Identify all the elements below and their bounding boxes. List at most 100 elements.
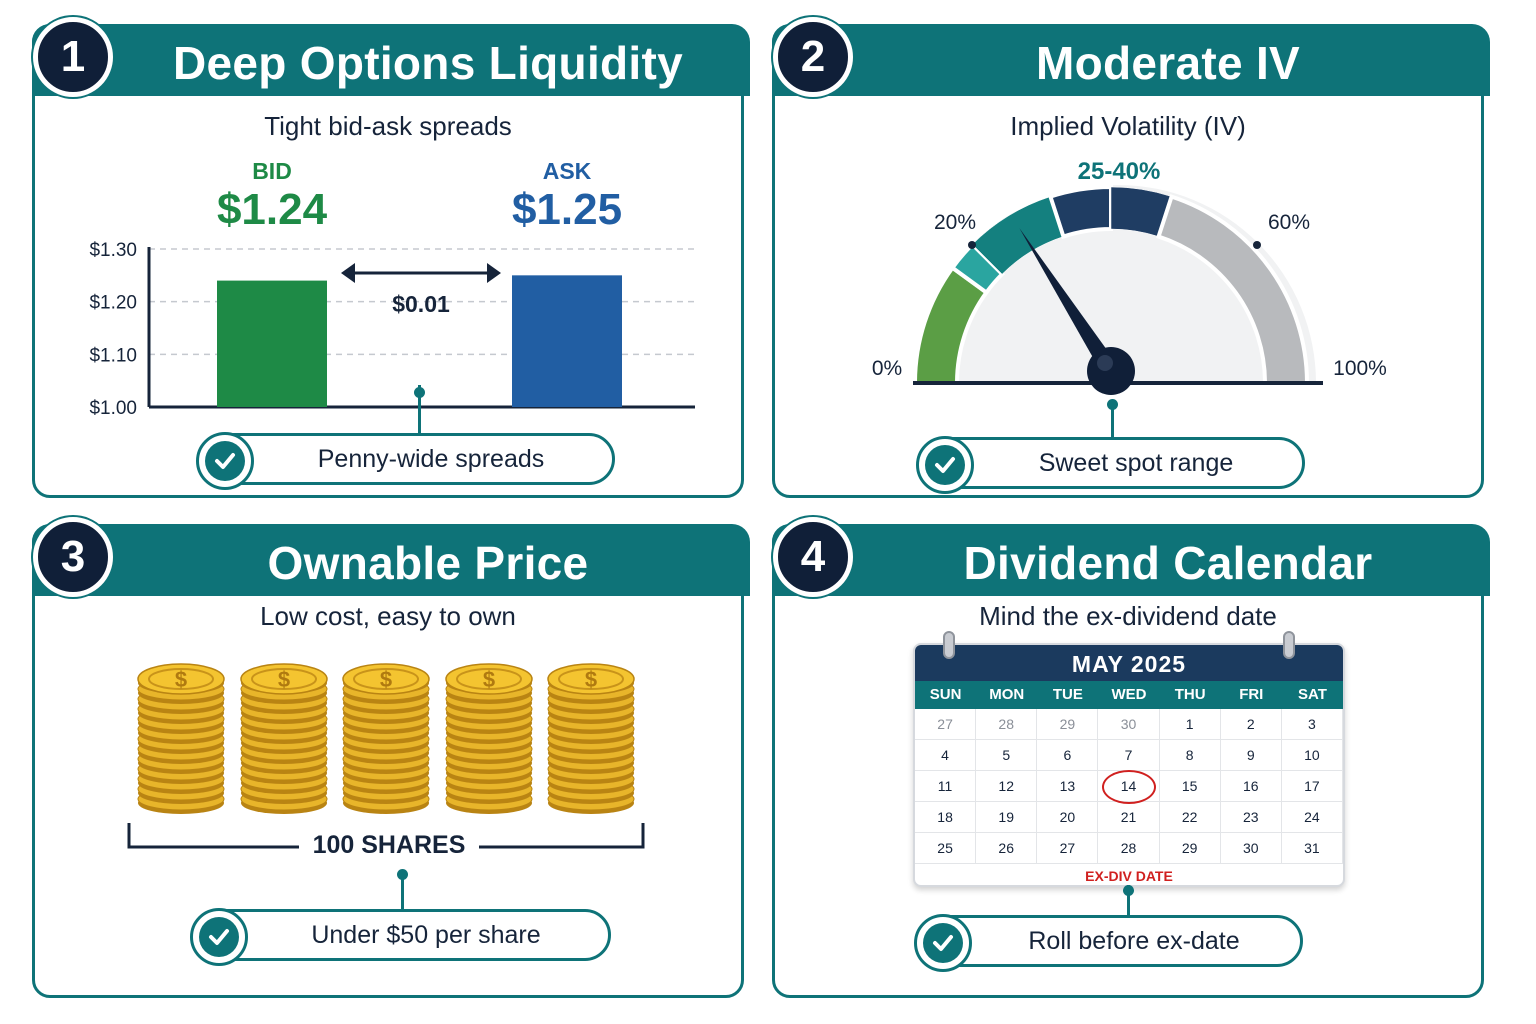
calendar-date-cell: 28 [976, 709, 1038, 740]
dollar-sign-icon: $ [278, 667, 290, 692]
panel-subtitle: Implied Volatility (IV) [1010, 111, 1246, 141]
callout-pill: Roll before ex-date [914, 914, 1303, 972]
calendar-date-cell: 11 [915, 771, 977, 802]
panel-title: Ownable Price [267, 537, 589, 589]
callout-text: Sweet spot range [1038, 449, 1234, 477]
calendar-date-cell: 15 [1159, 771, 1221, 802]
bid-ask-bar-chart: BID $1.24 ASK $1.25 $1.00 $1.10 $1.20 $1.30… [89, 158, 695, 419]
calendar-date-cell: 3 [1281, 709, 1343, 740]
coin-rim [558, 668, 624, 690]
spread-arrow [341, 263, 501, 283]
panel-moderate-iv: 2 Moderate IV Implied Volatility (IV) 25… [772, 17, 1490, 498]
coin-rim [148, 668, 214, 690]
dollar-sign-icon: $ [380, 667, 392, 692]
calendar-date-cell: 27 [1037, 833, 1099, 864]
ask-price: $1.25 [512, 185, 622, 234]
connector-line [401, 873, 404, 909]
calendar-date-cell: 13 [1037, 771, 1099, 802]
panel-ownable-price: 3 Ownable Price Low cost, easy to own $ $… [32, 517, 750, 998]
calendar: MAY 2025 SUN MON TUE WED THU FRI SAT 27 28 29 30 1… [913, 643, 1345, 887]
dollar-sign-icon: $ [585, 667, 597, 692]
coin-stack: $ [137, 663, 225, 814]
calendar-date-cell: 25 [915, 833, 977, 864]
iv-gauge: 25-40% 0% 20% 60% 100% [872, 158, 1387, 395]
gauge-segment [1047, 184, 1113, 240]
calendar-date-cell: 4 [915, 740, 977, 771]
calendar-day-name: SUN [929, 686, 962, 703]
tick-dot-60 [1253, 241, 1261, 249]
calendar-date-cell: 6 [1037, 740, 1099, 771]
coin-rim [251, 668, 317, 690]
calendar-day-name: TUE [1052, 686, 1083, 703]
coin-stack: $ [547, 663, 635, 814]
ask-label: ASK [543, 158, 592, 184]
calendar-date-cell: 16 [1220, 771, 1282, 802]
connector-line [1127, 885, 1130, 915]
check-icon [916, 436, 974, 494]
calendar-day-name: FRI [1239, 686, 1264, 703]
panel-title: Dividend Calendar [963, 537, 1373, 589]
calendar-date-cell: 31 [1281, 833, 1343, 864]
connector-dot [397, 869, 408, 880]
calendar-date-cell: 10 [1281, 740, 1343, 771]
calendar-day-name: SAT [1297, 686, 1327, 703]
coin-stack: $ [342, 663, 430, 814]
coin-stack: $ [240, 663, 328, 814]
coin-stack: $ [445, 663, 533, 814]
calendar-day-name: THU [1174, 686, 1206, 703]
calendar-date-cell: 7 [1098, 740, 1160, 771]
calendar-day-names: SUN MON TUE WED THU FRI SAT [915, 681, 1343, 709]
calendar-date-cell: 14 [1098, 770, 1160, 804]
dollar-sign-icon: $ [175, 667, 187, 692]
connector-dot [414, 387, 425, 398]
gauge-needle [1019, 228, 1119, 376]
gauge-hub [1087, 347, 1135, 395]
callout-text: Under $50 per share [311, 921, 541, 949]
panel-header [32, 524, 750, 596]
calendar-date-cell: 19 [976, 802, 1038, 833]
panel-subtitle: Mind the ex-dividend date [979, 601, 1277, 631]
gauge-label-0: 0% [872, 357, 902, 380]
calendar-date-cell: 26 [976, 833, 1038, 864]
panel-header [32, 24, 750, 96]
callout-pill: Penny-wide spreads [196, 432, 615, 490]
gauge-hub-highlight [1097, 355, 1113, 371]
calendar-date-cell: 23 [1220, 802, 1282, 833]
coin-stack-icon: $ $ $ $ $ [137, 663, 635, 814]
connector-line [418, 385, 421, 439]
calendar-date-cell: 27 [915, 709, 977, 740]
check-icon [196, 432, 254, 490]
panel-title: Deep Options Liquidity [172, 37, 684, 89]
calendar-date-cell: 29 [1159, 833, 1221, 864]
calendar-date-cell: 8 [1159, 740, 1221, 771]
calendar-date-cell: 2 [1220, 709, 1282, 740]
panel-number-badge: 2 [773, 17, 853, 97]
y-tick-label: $1.30 [89, 240, 137, 261]
bid-price: $1.24 [217, 185, 328, 234]
panel-number-badge: 3 [33, 517, 113, 597]
connector-dot [1123, 885, 1134, 896]
callout-text: Penny-wide spreads [317, 445, 545, 473]
panel-header [772, 524, 1490, 596]
shares-bracket [127, 823, 645, 849]
connector-line [1111, 403, 1114, 439]
calendar-ring-icon [1283, 631, 1295, 659]
coin-rim [456, 668, 522, 690]
dollar-sign-icon: $ [483, 667, 495, 692]
panel-header [772, 24, 1490, 96]
gauge-label-60: 60% [1268, 211, 1310, 234]
gauge-range-label: 25-40% [1078, 158, 1161, 185]
ask-bar [512, 275, 622, 407]
calendar-date-cell: 28 [1098, 833, 1160, 864]
shares-label: 100 SHARES [312, 831, 466, 859]
calendar-date-cell: 9 [1220, 740, 1282, 771]
gauge-label-20: 20% [934, 211, 976, 234]
calendar-grid: 27 28 29 30 1 2 3 4 5 6 7 8 9 10 11 12 13 14 15 16 17 18 19 20 2… [915, 709, 1343, 864]
callout-pill: Under $50 per share [190, 908, 611, 966]
calendar-date-cell: 24 [1281, 802, 1343, 833]
gauge-label-100: 100% [1333, 357, 1387, 380]
ex-div-label: EX-DIV DATE [1085, 868, 1173, 884]
calendar-date-cell: 17 [1281, 771, 1343, 802]
calendar-date-cell: 18 [915, 802, 977, 833]
panel-title: Moderate IV [1035, 37, 1301, 89]
